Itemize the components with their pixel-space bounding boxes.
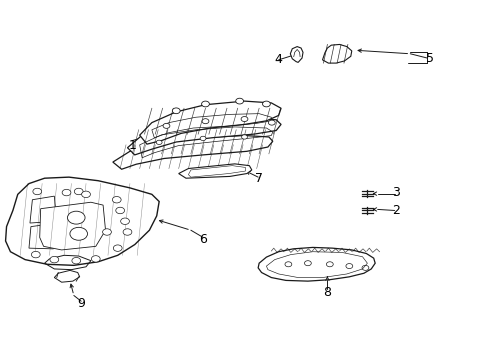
Circle shape [33,188,41,195]
Text: 3: 3 [391,186,399,199]
Circle shape [67,211,85,224]
Circle shape [345,264,352,269]
Circle shape [262,101,270,107]
Circle shape [102,229,111,235]
Text: 7: 7 [255,172,263,185]
Circle shape [326,262,332,267]
Circle shape [304,261,311,266]
Circle shape [268,120,275,125]
Polygon shape [5,177,159,265]
Polygon shape [178,164,251,178]
Circle shape [241,135,247,139]
Circle shape [70,227,87,240]
Text: 8: 8 [323,287,331,300]
Circle shape [285,262,291,267]
Circle shape [50,256,59,263]
Polygon shape [54,270,80,282]
Circle shape [72,257,81,264]
Circle shape [113,245,122,251]
Circle shape [91,256,100,262]
Circle shape [81,191,90,198]
Circle shape [123,229,132,235]
Text: 2: 2 [391,204,399,217]
Circle shape [172,108,180,114]
Circle shape [201,101,209,107]
Text: 5: 5 [425,51,433,64]
Polygon shape [113,135,272,169]
Polygon shape [127,118,281,155]
Circle shape [200,136,205,140]
Circle shape [235,98,243,104]
Polygon shape [290,46,303,62]
Polygon shape [258,247,374,281]
Text: 6: 6 [199,233,206,246]
Circle shape [112,197,121,203]
Circle shape [361,265,368,270]
Circle shape [74,188,83,195]
Text: 1: 1 [128,139,136,152]
Circle shape [31,251,40,258]
Circle shape [202,119,208,124]
Polygon shape [140,101,281,144]
Circle shape [121,218,129,225]
Text: 9: 9 [77,297,85,310]
Circle shape [116,207,124,214]
Polygon shape [30,196,57,223]
Circle shape [163,123,169,129]
Circle shape [241,117,247,122]
Polygon shape [29,224,53,249]
Circle shape [62,189,71,196]
Polygon shape [322,44,351,63]
Text: 4: 4 [274,53,282,66]
Polygon shape [40,202,105,250]
Circle shape [156,140,162,144]
